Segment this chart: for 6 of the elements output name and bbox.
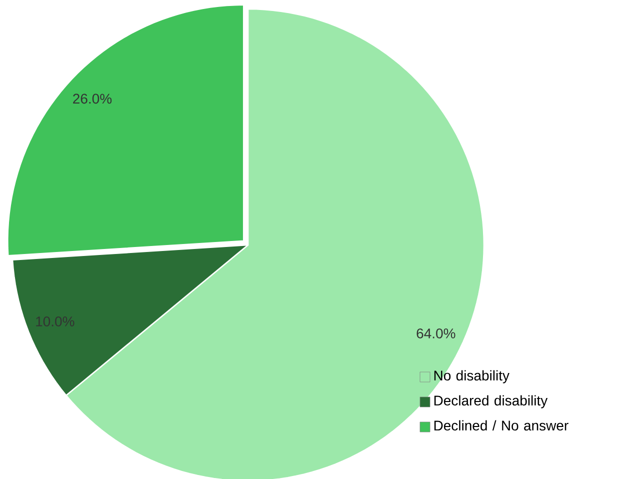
- data-label: 26.0%: [73, 94, 112, 104]
- data-label: 64.0%: [416, 328, 456, 338]
- legend-label: No disability: [434, 370, 510, 384]
- legend-label: Declared disability: [434, 395, 548, 408]
- legend-label: Declined / No answer: [434, 420, 568, 431]
- data-label: 10.0%: [36, 316, 74, 326]
